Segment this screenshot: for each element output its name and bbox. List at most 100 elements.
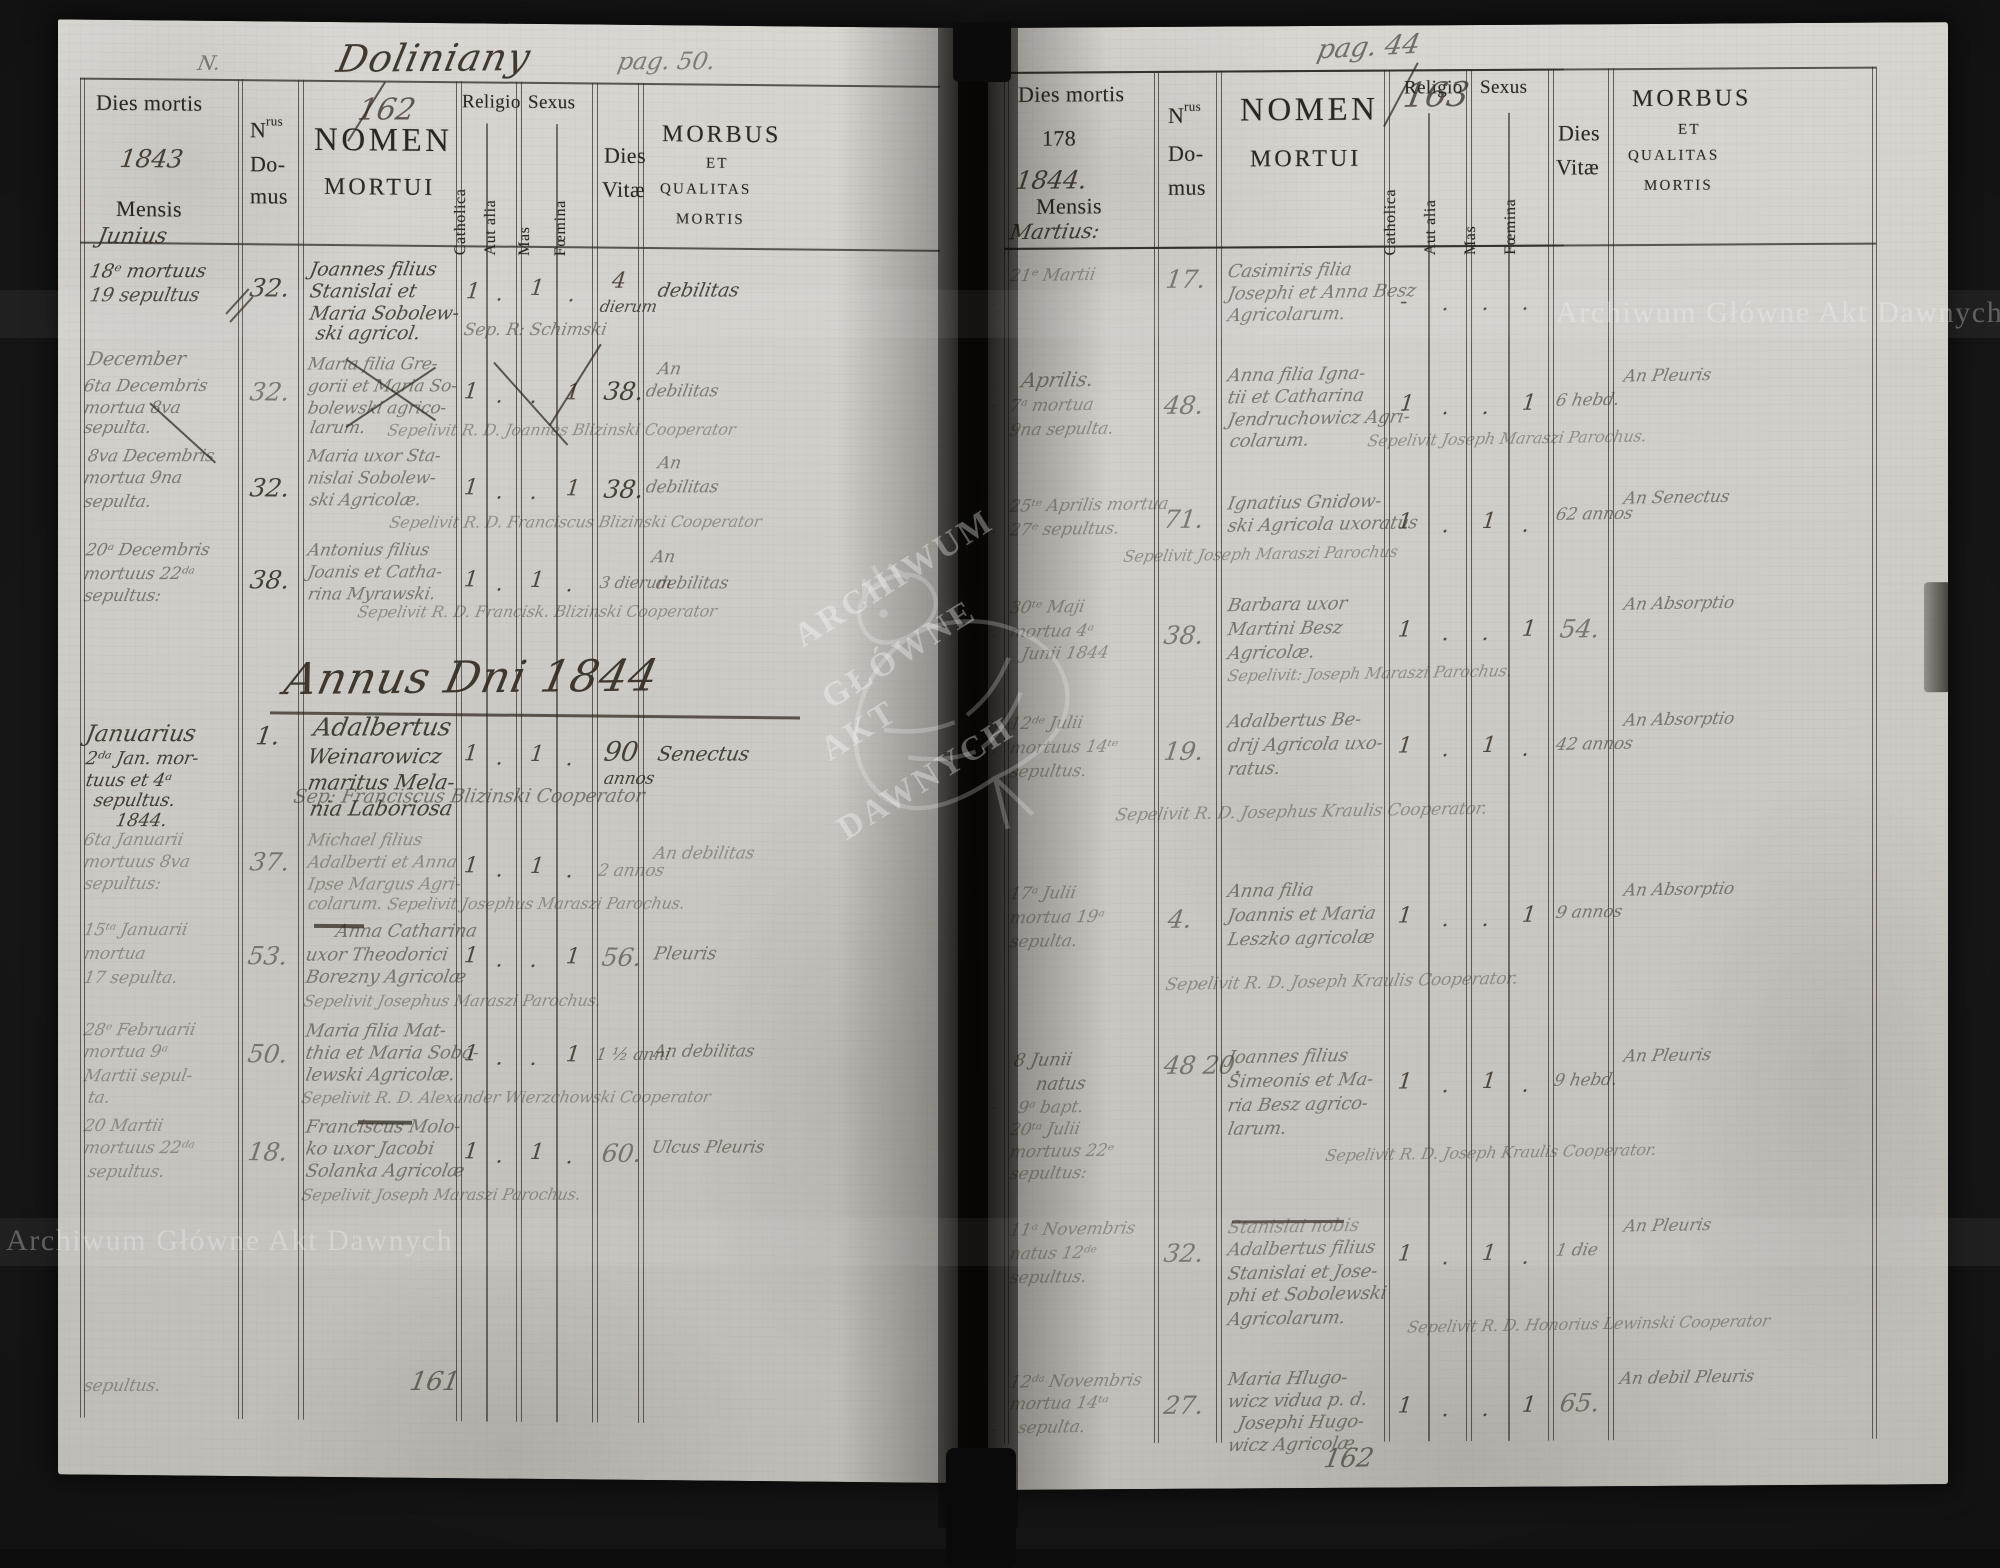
row-nomen: ratus. — [1226, 757, 1282, 780]
row-word-strike — [314, 923, 364, 929]
right-grid-vline-nomen — [1216, 70, 1222, 1443]
row-dies-mortis: 18ᵉ mortuus — [87, 260, 209, 283]
row-mas: 1 — [1480, 732, 1498, 758]
right-grid-row-sep-6 — [1004, 1032, 1876, 1038]
row-domus: 27. — [1162, 1390, 1206, 1420]
row-nomen: Stanislai et — [307, 280, 419, 303]
right-bottom-page-number: 162 — [1321, 1443, 1376, 1475]
left-grid-vline-religio — [456, 81, 462, 1422]
left-grid-row-sep-8 — [80, 1151, 940, 1160]
row-catholica: 1 — [1396, 1393, 1414, 1419]
right-grid-row-sep-2 — [1004, 476, 1876, 482]
binding-clip-top — [953, 22, 1011, 82]
row-dies-mortis: tuus et 4ᵃ — [84, 769, 174, 792]
row-domus: 53. — [246, 941, 290, 971]
row-nomen: Ignatius Gnidow- — [1225, 490, 1384, 515]
left-section-heading: Annus Dni 1844 — [279, 650, 664, 706]
row-dies-mortis: mortua 9ᵃ — [82, 1041, 170, 1063]
row-morbus: An Pleuris — [1622, 365, 1713, 387]
left-header-mortis: MORTIS — [676, 211, 745, 228]
row-nomen: Josephi Hugo- — [1236, 1410, 1366, 1435]
row-domus: 19. — [1162, 736, 1206, 766]
row-catholica: 1 — [1396, 509, 1414, 535]
row-nomen: Ipse Margus Agri- — [306, 874, 463, 895]
row-nomen: ko uxor Jacobi — [304, 1138, 436, 1160]
left-header-domus-2: mus — [250, 183, 288, 209]
row-nomen: Joannes filius — [1226, 1045, 1350, 1069]
row-mas: 1 — [1480, 1068, 1498, 1094]
right-header-sexus: Sexus — [1480, 76, 1528, 98]
row-dies-vitae: 38. — [602, 474, 646, 504]
row-dies-vitae: 90 — [601, 736, 641, 768]
row-nomen: Maria Hlugo- — [1226, 1367, 1350, 1391]
row-catholica: 1 — [1396, 1069, 1414, 1095]
row-catholica: 1 — [1396, 617, 1414, 643]
row-nomen: Agricolarum. — [1226, 1307, 1348, 1331]
row-nomen: Joannes filius — [307, 258, 439, 281]
row-dies-vitae: 38. — [602, 376, 646, 406]
row-dies-vitae: 42 annos — [1554, 733, 1635, 756]
row-domus: 50. — [246, 1039, 290, 1069]
row-nomen: drij Agricola uxo- — [1225, 732, 1385, 757]
row-mas: 1 — [528, 1139, 546, 1166]
row-dies-mortis: 2ᵈᵃ Jan. mor- — [84, 748, 201, 770]
right-header-domus-1: Do- — [1168, 140, 1204, 166]
row-domus: 17. — [1164, 264, 1208, 294]
row-catholica: 1 — [462, 379, 480, 405]
right-grid-row-sep-5 — [1004, 866, 1876, 872]
right-grid-vline-domus — [1154, 70, 1159, 1443]
row-sepelivit: Sepelivit R. D. Alexander Wierzchowski C… — [299, 1087, 713, 1108]
row-catholica: 1 — [462, 1139, 480, 1165]
row-domus: 37. — [248, 847, 292, 877]
left-grid-row-sep-9 — [80, 1259, 940, 1268]
left-grid-vline-nomen — [298, 79, 304, 1420]
row-dies-vitae: 9 hebd. — [1552, 1069, 1619, 1091]
row-nomen: Stanislai nobis — [1226, 1214, 1361, 1239]
left-grid-row-sep-10 — [80, 1357, 940, 1366]
row-dies-mortis: mortuus 22ᵈᵃ — [82, 1138, 196, 1159]
left-bottom-page-number: 161 — [407, 1366, 462, 1398]
row-sepelivit: Sepelivit R. D. Francisk. Blizinski Coop… — [355, 601, 719, 622]
right-grid-row-sep-8 — [1004, 1354, 1876, 1360]
left-grid-hline-religio-sexus — [458, 123, 596, 125]
row-dies-vitae: 54. — [1558, 614, 1602, 644]
row-dies-mortis: sepultus: — [82, 873, 163, 895]
row-domus: 1. — [254, 721, 282, 751]
row-dies-mortis: mortuus 22ᵈᵃ — [82, 564, 196, 585]
open-register-book: N. Doliniany pag. 50. 162 — [58, 19, 1948, 1568]
row-nomen: Maria filia Mat- — [304, 1020, 448, 1042]
row-dies-mortis: 20ᵃ Decembris — [84, 540, 212, 561]
binding-clip-bottom — [946, 1448, 1016, 1568]
row-dies-mortis: sepultus: — [82, 585, 163, 607]
row-dies-mortis: 20 Martii — [82, 1115, 165, 1137]
row-domus: 38. — [1162, 620, 1206, 650]
row-dies-vitae: 1 die — [1554, 1240, 1600, 1261]
left-bottom-marginalia: sepultus. — [82, 1375, 163, 1397]
left-grid-row-sep-7 — [80, 1053, 940, 1062]
right-grid-row-sep-1 — [1004, 348, 1876, 354]
left-header-religio: Religio — [462, 91, 521, 113]
row-catholica: 1 — [462, 853, 480, 879]
row-sepelivit: Sepelivit R. D. Franciscus Blizinski Coo… — [387, 511, 764, 532]
right-header-nomen: NOMEN — [1240, 91, 1379, 129]
row-sepelivit: Sep: Franciscus Blizinski Cooperator — [291, 784, 647, 808]
row-morbus: Pleuris — [652, 943, 719, 965]
left-header-domus-1: Do- — [250, 151, 286, 177]
right-grid-hline-top-full — [1004, 66, 1876, 75]
right-grid-vline-catholica — [1428, 113, 1430, 1442]
row-nomen: thia et Maria Sobo- — [303, 1042, 481, 1064]
row-nomen: Adalbertus Be- — [1226, 708, 1363, 733]
row-nomen: lewski Agricolæ. — [304, 1064, 457, 1086]
right-grid-hline-header-full — [1004, 242, 1876, 251]
left-header-nrus-sup: rus — [266, 113, 284, 129]
row-sepelivit: Sepelivit Joseph Maraszi Parochus. — [299, 1184, 583, 1205]
right-header-mas: Mas — [1462, 225, 1479, 256]
row-mas: 1 — [528, 741, 546, 768]
row-dies-vitae: 65. — [1558, 1388, 1602, 1418]
row-morbus: An Pleuris — [1622, 1215, 1713, 1237]
row-nomen: Maria uxor Sta- — [306, 446, 443, 467]
row-nomen: Anna filia — [1226, 879, 1316, 903]
row-domus: 32. — [248, 473, 292, 503]
row-nomen: Joannis et Maria — [1226, 902, 1378, 927]
left-header-nomen: NOMEN — [314, 121, 453, 160]
